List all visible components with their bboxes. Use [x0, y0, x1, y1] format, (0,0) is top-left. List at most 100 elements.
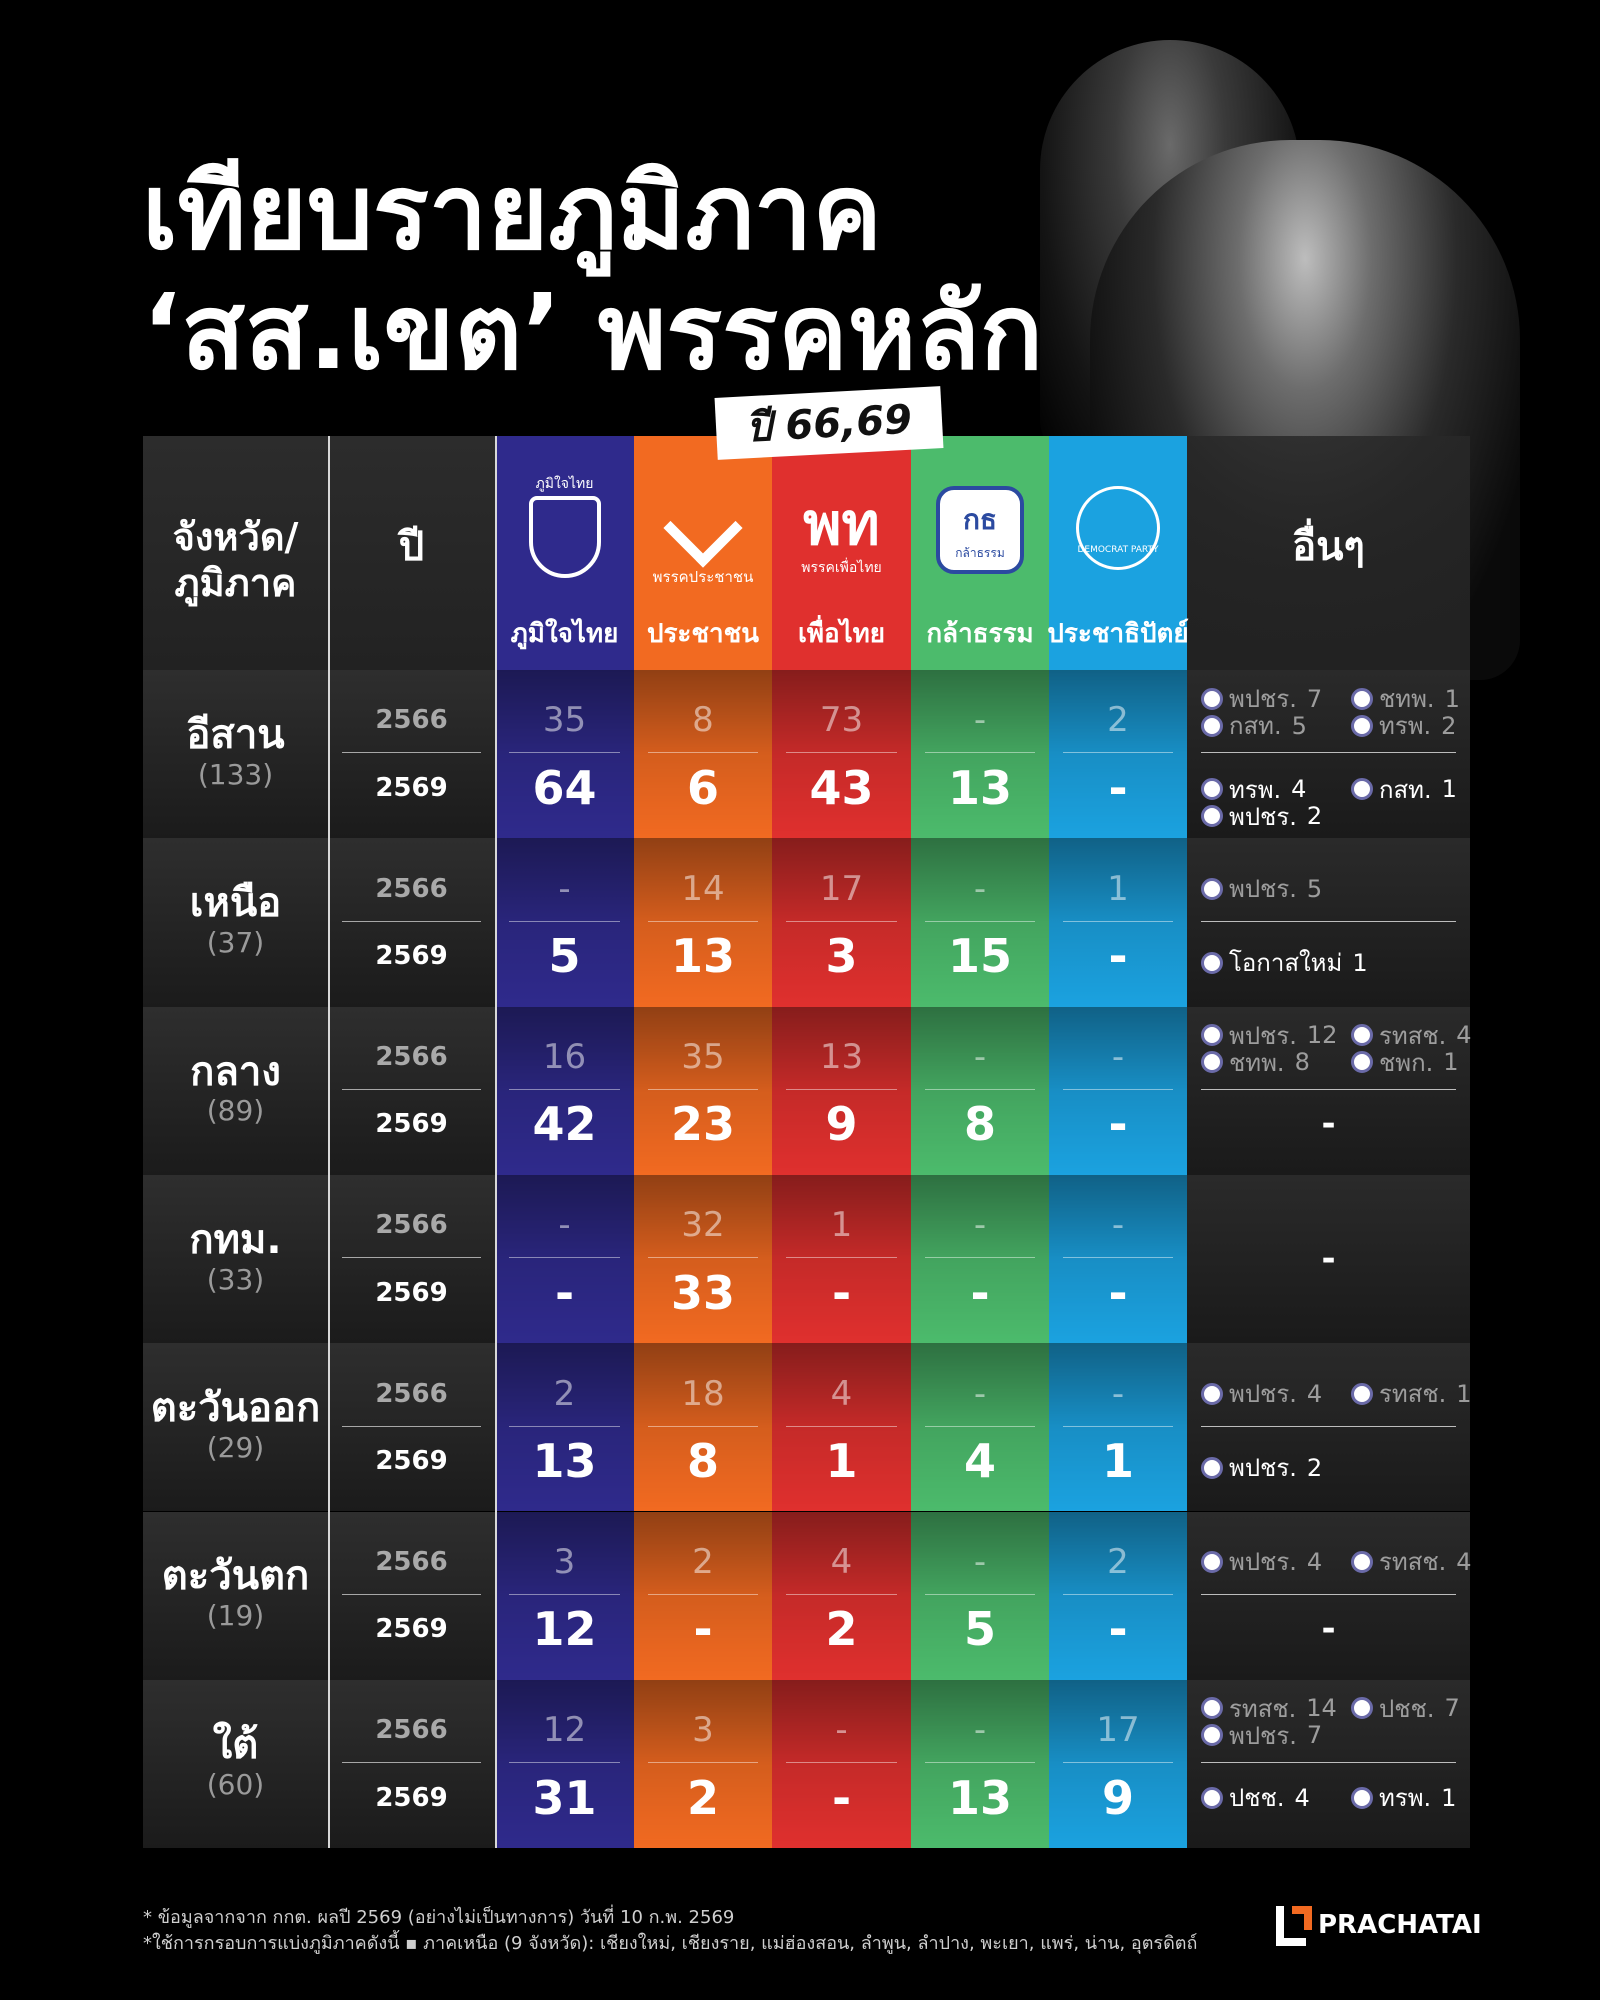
- footnote: * ข้อมูลจากจาก กกต. ผลปี 2569 (อย่างไม่เ…: [143, 1907, 735, 1928]
- party-header: [772, 436, 911, 670]
- row-separator: [1063, 1425, 1173, 1427]
- row-separator: [648, 1425, 758, 1427]
- row-separator: [509, 920, 620, 922]
- seat-value-2569: 6: [686, 760, 719, 815]
- others-party: ทรพ.: [1379, 1784, 1432, 1813]
- row-separator: [648, 1762, 758, 1764]
- party-name: กล้าธรรม: [926, 618, 1034, 649]
- others-party: รทสช.: [1379, 1021, 1447, 1050]
- seat-value-2566: 2: [692, 1541, 714, 1582]
- others-seats: 14: [1306, 1694, 1337, 1723]
- others-party: ปชช.: [1379, 1694, 1435, 1723]
- row-separator: [509, 1089, 620, 1091]
- party-cell: [772, 1511, 911, 1680]
- others-value: -: [1321, 1239, 1336, 1280]
- seat-value-2566: -: [973, 868, 987, 909]
- year: 2569: [375, 1277, 448, 1308]
- party-cell: [1049, 1511, 1187, 1680]
- others-cell: [1187, 1679, 1470, 1849]
- seat-value-2569: -: [1108, 1265, 1128, 1320]
- others-party: พปชร.: [1229, 1021, 1297, 1050]
- region-name: ใต้: [212, 1721, 259, 1768]
- others-seats: 1: [1444, 684, 1460, 713]
- others-party: พปชร.: [1229, 1721, 1297, 1750]
- row-separator: [925, 1593, 1035, 1595]
- party-icon: [1201, 1051, 1223, 1074]
- others-party: รทสช.: [1229, 1694, 1297, 1723]
- row-separator: [1201, 1593, 1456, 1595]
- party-cell: [1049, 1343, 1187, 1512]
- header-line: จังหวัด/: [172, 515, 299, 560]
- year: 2566: [375, 1715, 448, 1746]
- others-seats: 2: [1306, 802, 1323, 831]
- title-line: ‘สส.เขต’ พรรคหลัก: [142, 271, 1043, 393]
- others-party: ทรพ.: [1379, 712, 1432, 741]
- seat-value-2569: 15: [947, 929, 1012, 984]
- party-cell: [772, 1174, 911, 1344]
- seat-value-2566: -: [1111, 1205, 1125, 1246]
- header-text: ปี: [398, 524, 425, 570]
- row-separator: [648, 1257, 758, 1259]
- seat-value-2569: -: [554, 1265, 575, 1320]
- party-icon: [1201, 1550, 1223, 1573]
- seat-value-2569: 4: [963, 1434, 996, 1488]
- others-party: พปชร.: [1229, 685, 1297, 714]
- seat-value-2566: 8: [692, 700, 714, 741]
- party-icon: [1351, 1550, 1373, 1573]
- party-icon: [1351, 1051, 1373, 1074]
- party-cell: [772, 1006, 911, 1175]
- header-text: จังหวัด/ภูมิภาค: [143, 506, 328, 616]
- row-separator: [509, 1593, 620, 1595]
- seat-value-2566: 32: [681, 1205, 725, 1246]
- row-separator: [1063, 1089, 1173, 1091]
- others-entry: โอกาสใหม่ 1: [1229, 947, 1368, 979]
- others-seats: 4: [1306, 1379, 1323, 1408]
- region-name: ตะวันออก: [150, 1385, 321, 1432]
- party-icon: [1351, 1786, 1373, 1809]
- party-name: ภูมิใจไทย: [510, 618, 619, 649]
- others-seats: 1: [1441, 775, 1457, 804]
- party-cell: [495, 1343, 634, 1512]
- seat-value-2569: -: [1108, 1602, 1128, 1657]
- party-name: ประชาชน: [646, 618, 760, 649]
- row-separator: [786, 1425, 897, 1427]
- seat-value-2569: 42: [532, 1097, 597, 1152]
- region-seats: (19): [206, 1599, 265, 1633]
- party-cell: [772, 838, 911, 1007]
- party-icon: [1351, 1697, 1373, 1720]
- others-seats: 5: [1291, 711, 1307, 740]
- year: 2569: [375, 1782, 448, 1813]
- party-cell: [495, 1679, 634, 1849]
- footnote: *ใช้การกรอบการแบ่งภูมิภาคดังนี้ ▪ ภาคเหน…: [143, 1933, 1198, 1954]
- party-name: เพื่อไทย: [797, 618, 886, 649]
- year: 2566: [375, 1546, 448, 1577]
- others-seats: 2: [1306, 1453, 1323, 1482]
- row-separator: [1063, 752, 1173, 754]
- row-separator: [786, 1593, 897, 1595]
- party-icon: [1201, 714, 1223, 737]
- seat-value-2566: -: [973, 1037, 987, 1078]
- party-icon: [1201, 1697, 1223, 1720]
- logo-text: พท: [803, 489, 880, 558]
- logo-text: กธ: [962, 503, 998, 536]
- row-separator: [786, 920, 897, 922]
- year: 2569: [375, 1446, 448, 1476]
- seat-value-2566: 14: [681, 868, 725, 909]
- party-icon: [1201, 687, 1223, 710]
- header-cell: [143, 436, 495, 670]
- others-value: -: [1321, 1609, 1336, 1650]
- seat-value-2569: -: [831, 1265, 852, 1320]
- region-seats: (29): [206, 1431, 265, 1465]
- row-separator: [509, 1762, 620, 1764]
- title-line: เทียบรายภูมิภาค: [142, 151, 882, 273]
- others-entry: พปชร. 4: [1229, 1378, 1322, 1410]
- others-party: ทรพ.: [1229, 775, 1282, 804]
- year: 2566: [375, 1042, 448, 1073]
- row-separator: [925, 920, 1035, 922]
- party-cell: [634, 838, 772, 1007]
- seat-value-2569: 3: [825, 929, 858, 984]
- party-name: ประชาธิปัตย์: [1047, 618, 1189, 649]
- seat-value-2569: 12: [532, 1602, 597, 1657]
- others-seats: 4: [1291, 775, 1307, 804]
